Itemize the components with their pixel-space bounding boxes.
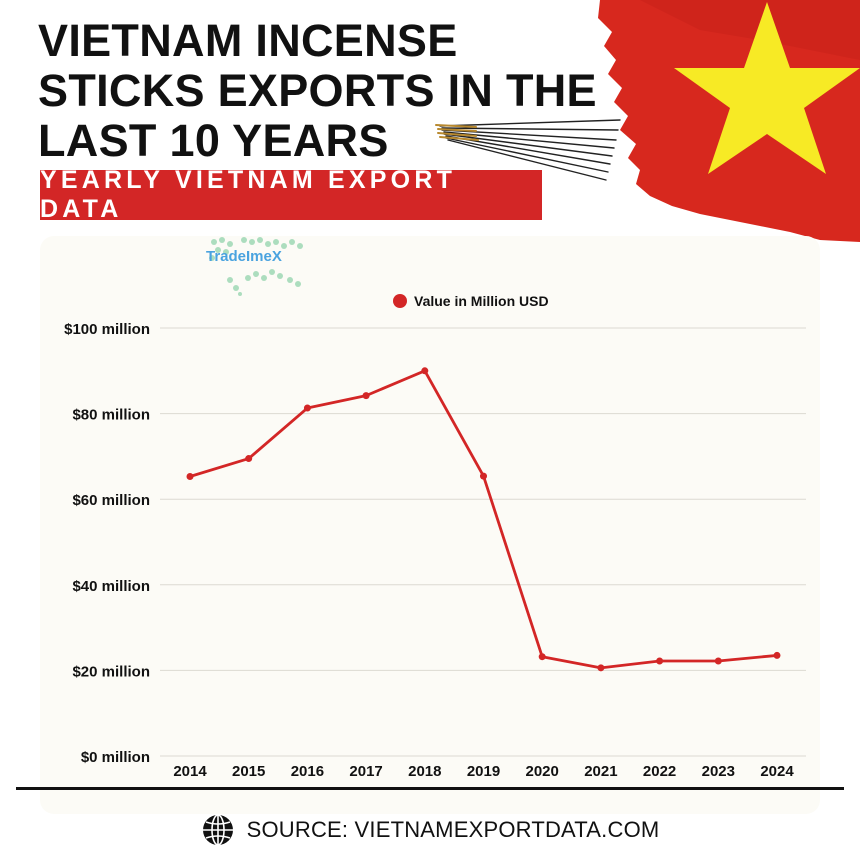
footer-divider <box>16 787 844 790</box>
x-tick-label: 2016 <box>291 763 324 780</box>
chart-grid <box>160 327 806 757</box>
y-tick-label: $100 million <box>64 321 150 338</box>
data-point <box>303 404 311 412</box>
x-tick-label: 2019 <box>467 763 500 780</box>
series-group <box>186 367 781 672</box>
x-axis-ticks: 2014 2015 2016 2017 2018 2019 2020 2021 2022 2023… <box>173 763 794 780</box>
source-footer: SOURCE: VIETNAMEXPORTDATA.COM <box>0 812 860 848</box>
star-icon <box>674 2 860 174</box>
title-line-2: STICKS EXPORTS IN THE <box>38 65 597 116</box>
x-tick-label: 2018 <box>408 763 441 780</box>
subtitle-banner-text: YEARLY VIETNAM EXPORT DATA <box>40 166 457 223</box>
title-line-1: VIETNAM INCENSE <box>38 15 458 66</box>
data-point <box>480 472 487 480</box>
x-tick-label: 2015 <box>232 763 265 780</box>
data-point <box>186 473 194 481</box>
data-point <box>656 657 664 665</box>
x-tick-label: 2017 <box>349 763 382 780</box>
x-tick-label: 2023 <box>702 763 735 780</box>
y-tick-label: $20 million <box>72 663 150 680</box>
x-tick-label: 2020 <box>526 763 559 780</box>
data-point <box>421 367 429 375</box>
x-tick-label: 2024 <box>760 763 794 780</box>
globe-icon <box>202 814 233 846</box>
logo-text: TradeImeX <box>206 248 282 265</box>
y-tick-label: $80 million <box>72 407 150 424</box>
chart-legend: Value in Million USD <box>393 293 549 309</box>
flag-shadow <box>640 0 860 60</box>
x-tick-label: 2014 <box>173 763 207 780</box>
vietnam-flag-image <box>598 0 860 242</box>
legend-label: Value in Million USD <box>414 293 549 309</box>
incense-sticks-image <box>435 119 621 181</box>
source-text: SOURCE: VIETNAMEXPORTDATA.COM <box>246 817 660 842</box>
legend-dot <box>393 294 407 308</box>
title-line-3: LAST 10 YEARS <box>38 115 389 166</box>
chart-card <box>40 236 820 814</box>
x-tick-label: 2021 <box>584 763 617 780</box>
data-point <box>773 651 781 659</box>
data-point <box>597 664 605 672</box>
subtitle-banner: YEARLY VIETNAM EXPORT DATA <box>40 166 542 223</box>
series-line <box>189 369 778 670</box>
page-title: VIETNAM INCENSE STICKS EXPORTS IN THE LA… <box>38 16 658 166</box>
data-point <box>245 455 253 463</box>
y-tick-label: $0 million <box>81 749 150 766</box>
data-point <box>538 653 546 661</box>
y-axis-ticks: $0 million $20 million $40 million $60 mill… <box>64 321 150 766</box>
y-tick-label: $60 million <box>72 492 150 509</box>
y-tick-label: $40 million <box>72 578 150 595</box>
tradeimex-logo <box>209 237 303 296</box>
data-point <box>362 392 370 400</box>
x-tick-label: 2022 <box>643 763 676 780</box>
data-point <box>714 657 722 665</box>
